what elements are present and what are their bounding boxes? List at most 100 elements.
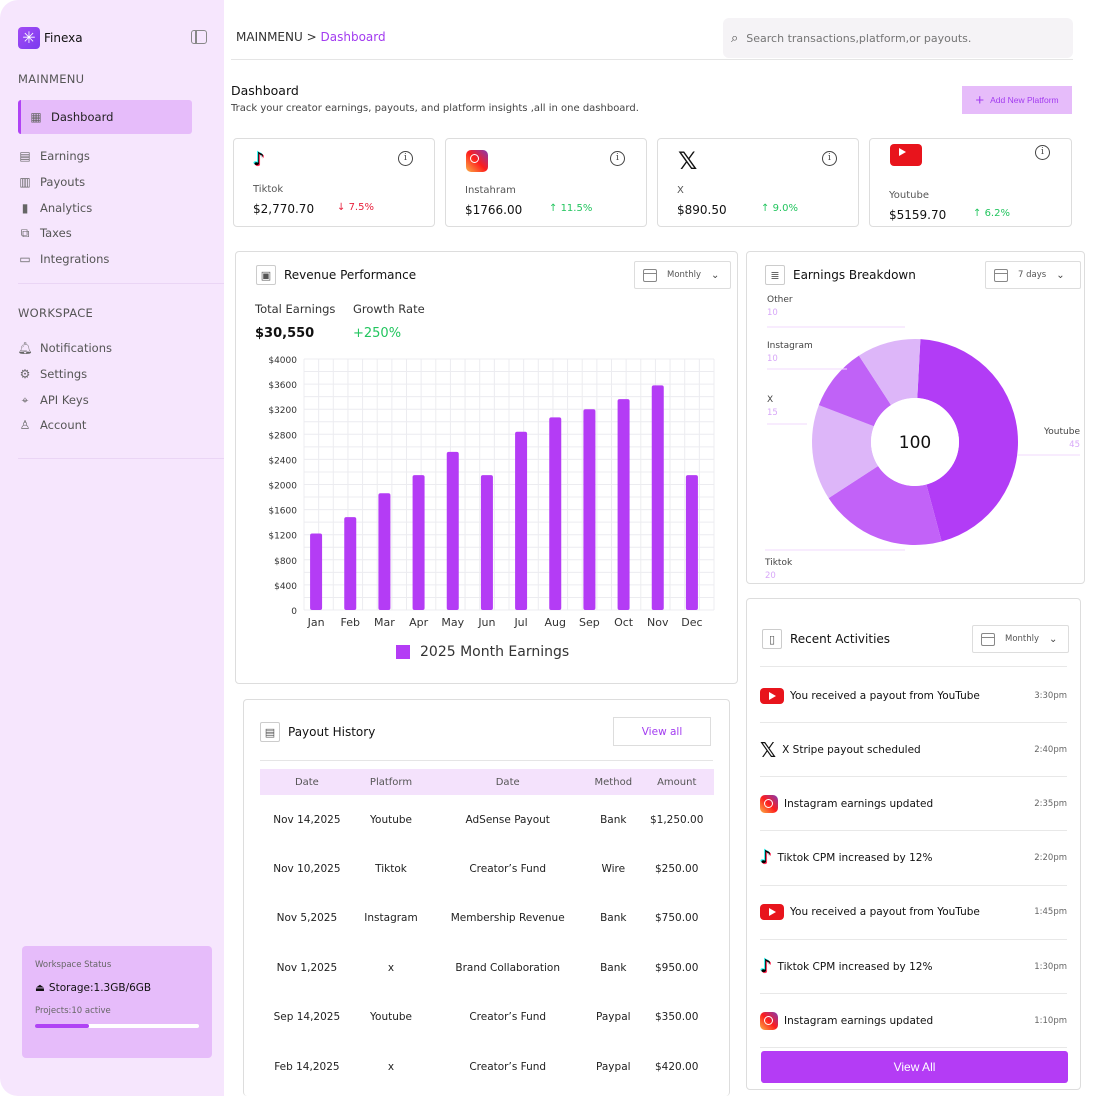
- page-subtitle: Track your creator earnings, payouts, an…: [231, 103, 639, 114]
- activity-item[interactable]: ♪ Tiktok CPM increased by 12% 2:20pm: [760, 832, 1067, 886]
- dropdown-value: Monthly: [667, 270, 702, 280]
- period-dropdown[interactable]: Monthly ⌄: [634, 261, 731, 289]
- y-tick-label: $2800: [268, 431, 297, 441]
- y-tick-label: $2400: [268, 456, 297, 466]
- column-header[interactable]: Amount: [639, 769, 714, 795]
- payout-table: Date Platform Date Method Amount Nov 14,2025 Y…: [260, 769, 714, 1091]
- column-header[interactable]: Date: [428, 769, 588, 795]
- sidebar-item-analytics[interactable]: ▮ Analytics: [18, 198, 192, 218]
- y-tick-label: $800: [274, 557, 297, 567]
- activity-text: Instagram earnings updated: [784, 1014, 934, 1027]
- activity-time: 1:45pm: [1034, 907, 1067, 918]
- sidebar-item-notifications[interactable]: 🔔︎ Notifications: [17, 338, 192, 358]
- sidebar-item-api-keys[interactable]: ⌖ API Keys: [18, 390, 192, 410]
- stat-card-youtube[interactable]: i Youtube $5159.70 ↑ 6.2%: [869, 138, 1072, 227]
- slice-label: Tiktok: [764, 558, 793, 568]
- search-input[interactable]: [746, 31, 1047, 45]
- key-icon: ⌖: [21, 392, 29, 407]
- earnings-donut-chart: 100 Youtube 45 Tiktok 20 X 15 Instagram 10 Other 1…: [764, 295, 1080, 581]
- sidebar-item-dashboard[interactable]: ▦ Dashboard: [18, 100, 192, 134]
- coins-stack-icon: ≣: [765, 265, 785, 285]
- arrow-up-icon: ↑: [549, 203, 561, 214]
- x-logo-icon: 𝕏: [678, 147, 698, 175]
- logo[interactable]: ✳ Finexa: [18, 27, 83, 49]
- projects-text: Projects:10 active: [35, 1006, 111, 1016]
- activity-item[interactable]: You received a payout from YouTube 1:45pm: [760, 886, 1067, 940]
- period-dropdown[interactable]: 7 days ⌄: [985, 261, 1081, 289]
- sidebar-item-account[interactable]: ♙ Account: [18, 415, 192, 435]
- column-header[interactable]: Method: [587, 769, 640, 795]
- stat-change: 11.5%: [560, 203, 593, 214]
- table-cell: Sep 14,2025: [273, 1011, 341, 1024]
- slice-label: X: [767, 395, 773, 405]
- period-dropdown[interactable]: Monthly ⌄: [972, 625, 1069, 653]
- activity-item[interactable]: ♪ Tiktok CPM increased by 12% 1:30pm: [760, 940, 1067, 994]
- stat-card-x[interactable]: 𝕏 i X $890.50 ↑ 9.0%: [657, 138, 859, 227]
- add-platform-button[interactable]: + Add New Platform: [962, 86, 1072, 114]
- table-cell: Paypal: [596, 1060, 631, 1073]
- table-cell: $350.00: [655, 1011, 699, 1024]
- x-tick-label: Jan: [307, 616, 325, 629]
- search-bar[interactable]: ⌕: [723, 18, 1073, 58]
- bar-apr: [412, 475, 425, 610]
- sidebar-item-taxes[interactable]: ⧉ Taxes: [18, 223, 192, 243]
- x-tick-label: Dec: [681, 616, 702, 629]
- receipt-icon: ▥: [19, 175, 31, 189]
- x-tick-label: Apr: [409, 616, 429, 629]
- slice-value: 10: [767, 308, 778, 318]
- growth-rate-label: Growth Rate: [353, 302, 425, 316]
- donut-slice-instagram: [818, 355, 892, 427]
- activity-item[interactable]: 𝕏 X Stripe payout scheduled 2:40pm: [760, 723, 1067, 778]
- breadcrumb-root[interactable]: MAINMENU: [236, 30, 303, 44]
- sidebar-item-earnings[interactable]: ▤ Earnings: [18, 146, 192, 166]
- table-cell: Creator’s Fund: [469, 1011, 547, 1024]
- table-row[interactable]: Nov 10,2025 Tiktok Creator’s Fund Wire $250.…: [260, 844, 714, 893]
- stat-card-tiktok[interactable]: ♪ i Tiktok $2,770.70 ↓ 7.5%: [233, 138, 435, 227]
- view-all-activities-button[interactable]: View All: [761, 1051, 1068, 1083]
- column-header[interactable]: Platform: [353, 769, 429, 795]
- receipt-icon: ▤: [260, 722, 280, 742]
- activity-item[interactable]: Instagram earnings updated 1:10pm: [760, 994, 1067, 1049]
- activity-item[interactable]: You received a payout from YouTube 3:30pm: [760, 669, 1067, 723]
- recent-activities-card: ▯ Recent Activities Monthly ⌄: [746, 598, 1081, 1090]
- info-icon[interactable]: i: [822, 151, 837, 166]
- table-row[interactable]: Nov 5,2025 Instagram Membership Revenue Ban…: [260, 894, 714, 943]
- chevron-down-icon: ⌄: [1056, 269, 1065, 281]
- stat-change: 7.5%: [348, 202, 374, 213]
- youtube-icon: [760, 904, 784, 921]
- plus-icon: +: [975, 91, 985, 109]
- x-tick-label: May: [441, 616, 464, 629]
- arrow-up-icon: ↑: [973, 208, 985, 219]
- sidebar-item-integrations[interactable]: ▭ Integrations: [18, 249, 192, 269]
- app-name: Finexa: [44, 31, 83, 45]
- y-tick-label: 0: [291, 607, 297, 617]
- donut-hole: [871, 398, 959, 486]
- x-tick-label: Jul: [513, 616, 527, 629]
- sidebar-item-settings[interactable]: ⚙ Settings: [18, 364, 192, 384]
- card-title: Earnings Breakdown: [793, 268, 916, 282]
- calendar-icon: [643, 268, 657, 282]
- stat-name: Tiktok: [253, 184, 284, 195]
- table-row[interactable]: Nov 14,2025 Youtube AdSense Payout Bank $1,2…: [260, 795, 714, 844]
- table-cell: $1,250.00: [649, 813, 704, 826]
- sidebar-item-payouts[interactable]: ▥ Payouts: [18, 172, 192, 192]
- activity-text: You received a payout from YouTube: [790, 689, 980, 702]
- slice-label: Other: [767, 295, 793, 305]
- info-icon[interactable]: i: [610, 151, 625, 166]
- activity-item[interactable]: Instagram earnings updated 2:35pm: [760, 777, 1067, 832]
- storage-text: Storage:1.3GB/6GB: [48, 982, 152, 994]
- stat-card-instagram[interactable]: i Instahram $1766.00 ↑ 11.5%: [445, 138, 647, 227]
- column-header[interactable]: Date: [260, 769, 354, 795]
- stat-amount: $890.50: [677, 203, 727, 217]
- table-row[interactable]: Feb 14,2025 x Creator’s Fund Paypal $420.00: [260, 1042, 714, 1091]
- info-icon[interactable]: i: [398, 151, 413, 166]
- info-icon[interactable]: i: [1035, 145, 1050, 160]
- sidebar-toggle-icon[interactable]: [191, 30, 207, 44]
- revenue-bar-chart: 0 $400 $800 $1200 $1600 $2000 $2400 $2800 $3200 $…: [268, 356, 715, 629]
- activity-time: 1:30pm: [1034, 961, 1067, 972]
- table-cell: Bank: [600, 912, 627, 925]
- table-cell: $950.00: [655, 961, 699, 974]
- table-row[interactable]: Nov 1,2025 x Brand Collaboration Bank $950.0…: [260, 943, 714, 992]
- view-all-payouts-button[interactable]: View all: [613, 717, 711, 746]
- table-row[interactable]: Sep 14,2025 Youtube Creator’s Fund Paypal $3…: [260, 993, 714, 1042]
